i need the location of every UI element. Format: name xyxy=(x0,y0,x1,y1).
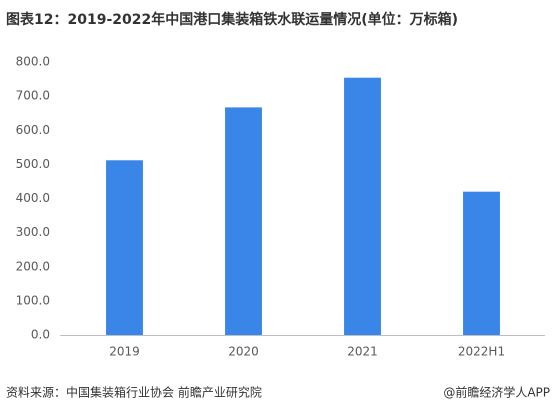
bar xyxy=(225,107,262,335)
bar xyxy=(463,191,500,335)
y-tick-label: 100.0 xyxy=(16,293,50,307)
x-tick-label: 2021 xyxy=(347,345,378,359)
x-tick-label: 2020 xyxy=(228,345,259,359)
source-note: 资料来源：中国集装箱行业协会 前瞻产业研究院 xyxy=(6,385,262,400)
y-tick-label: 300.0 xyxy=(16,225,50,239)
y-tick-label: 500.0 xyxy=(16,157,50,171)
y-tick-label: 600.0 xyxy=(16,123,50,137)
y-tick-label: 0.0 xyxy=(31,328,50,342)
chart-title: 图表12：2019-2022年中国港口集装箱铁水联运量情况(单位：万标箱) xyxy=(6,11,458,28)
x-tick-label: 2022H1 xyxy=(458,345,505,359)
y-tick-label: 400.0 xyxy=(16,191,50,205)
y-tick-label: 800.0 xyxy=(16,55,50,69)
bar xyxy=(344,77,381,335)
y-tick-label: 700.0 xyxy=(16,89,50,103)
x-tick-label: 2019 xyxy=(109,345,140,359)
bar xyxy=(106,160,143,335)
credit: @前瞻经济学人APP xyxy=(443,385,550,400)
y-tick-label: 200.0 xyxy=(16,259,50,273)
